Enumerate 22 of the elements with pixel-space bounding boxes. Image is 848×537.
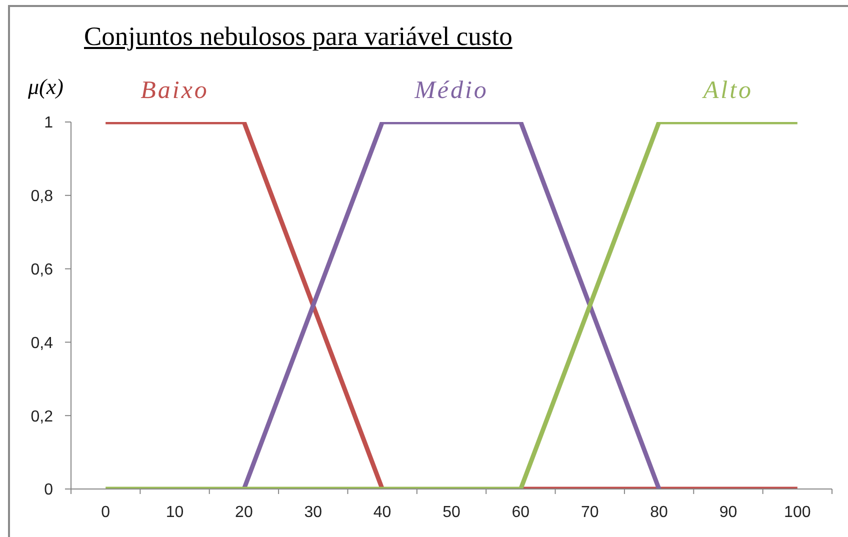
x-tick-label: 0 bbox=[101, 504, 110, 521]
y-axis-title: μ(x) bbox=[28, 74, 64, 100]
y-tick-label: 0 bbox=[44, 482, 54, 499]
x-tick-label: 20 bbox=[235, 504, 253, 521]
x-tick-label: 100 bbox=[784, 504, 811, 521]
chart-title: Conjuntos nebulosos para variável custo bbox=[84, 20, 512, 52]
y-tick-label: 1 bbox=[44, 114, 54, 132]
x-tick-label: 50 bbox=[442, 504, 460, 521]
y-tick-label: 0,8 bbox=[30, 188, 54, 206]
x-tick-label: 10 bbox=[166, 504, 184, 521]
series-label: Alto bbox=[703, 76, 754, 106]
series-label: Baixo bbox=[140, 76, 209, 106]
series-label: Médio bbox=[414, 76, 488, 106]
y-tick-label: 0,6 bbox=[30, 261, 54, 278]
x-tick-label: 90 bbox=[719, 504, 738, 521]
x-tick-label: 70 bbox=[580, 504, 599, 521]
x-tick-label: 30 bbox=[304, 504, 322, 521]
x-tick-label: 40 bbox=[373, 504, 392, 521]
y-tick-label: 0,4 bbox=[30, 334, 54, 352]
y-tick-label: 0,2 bbox=[30, 408, 54, 426]
x-tick-label: 60 bbox=[512, 504, 530, 521]
x-tick-label: 80 bbox=[650, 504, 668, 521]
